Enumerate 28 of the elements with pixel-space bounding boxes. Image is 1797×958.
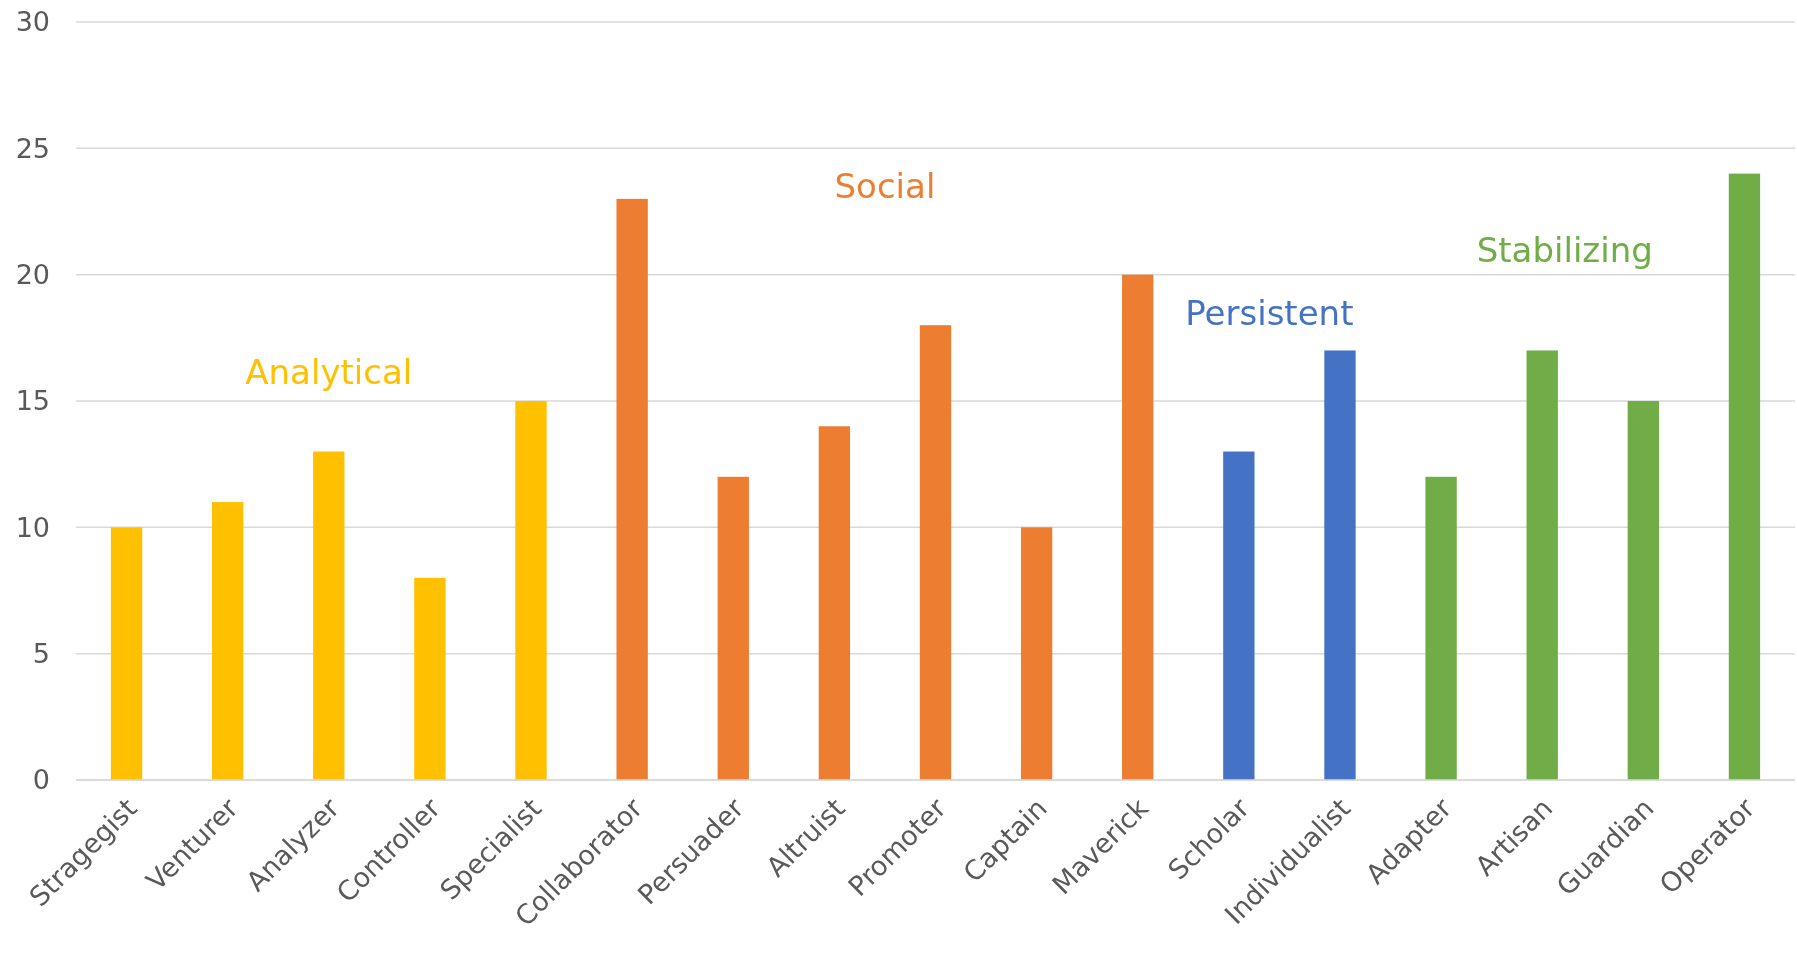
- y-tick-label: 15: [15, 385, 50, 417]
- bar: [313, 451, 345, 780]
- bar: [1728, 173, 1761, 780]
- bar: [818, 426, 851, 780]
- bar: [1627, 401, 1659, 780]
- y-tick-label: 25: [15, 132, 50, 164]
- bar: [110, 527, 143, 780]
- bar: [1324, 350, 1356, 780]
- y-tick-label: 30: [15, 6, 50, 38]
- annotation: Stabilizing: [1476, 229, 1653, 270]
- annotation: Persistent: [1185, 292, 1354, 333]
- bar: [414, 577, 446, 780]
- annotation: Social: [834, 165, 936, 206]
- bar: [212, 502, 244, 780]
- bar: [919, 325, 952, 780]
- y-tick-label: 10: [15, 511, 50, 543]
- y-tick-label: 5: [32, 638, 50, 670]
- bar: [515, 401, 547, 780]
- y-tick-label: 0: [32, 764, 50, 796]
- bar: [616, 198, 648, 780]
- annotation: Analytical: [245, 351, 413, 392]
- bar: [1122, 274, 1154, 780]
- bar: [1223, 451, 1255, 780]
- bar: [1425, 476, 1457, 780]
- bar: [1020, 527, 1053, 780]
- y-tick-label: 20: [15, 259, 50, 291]
- bar: [1526, 350, 1558, 780]
- bar: [717, 476, 749, 780]
